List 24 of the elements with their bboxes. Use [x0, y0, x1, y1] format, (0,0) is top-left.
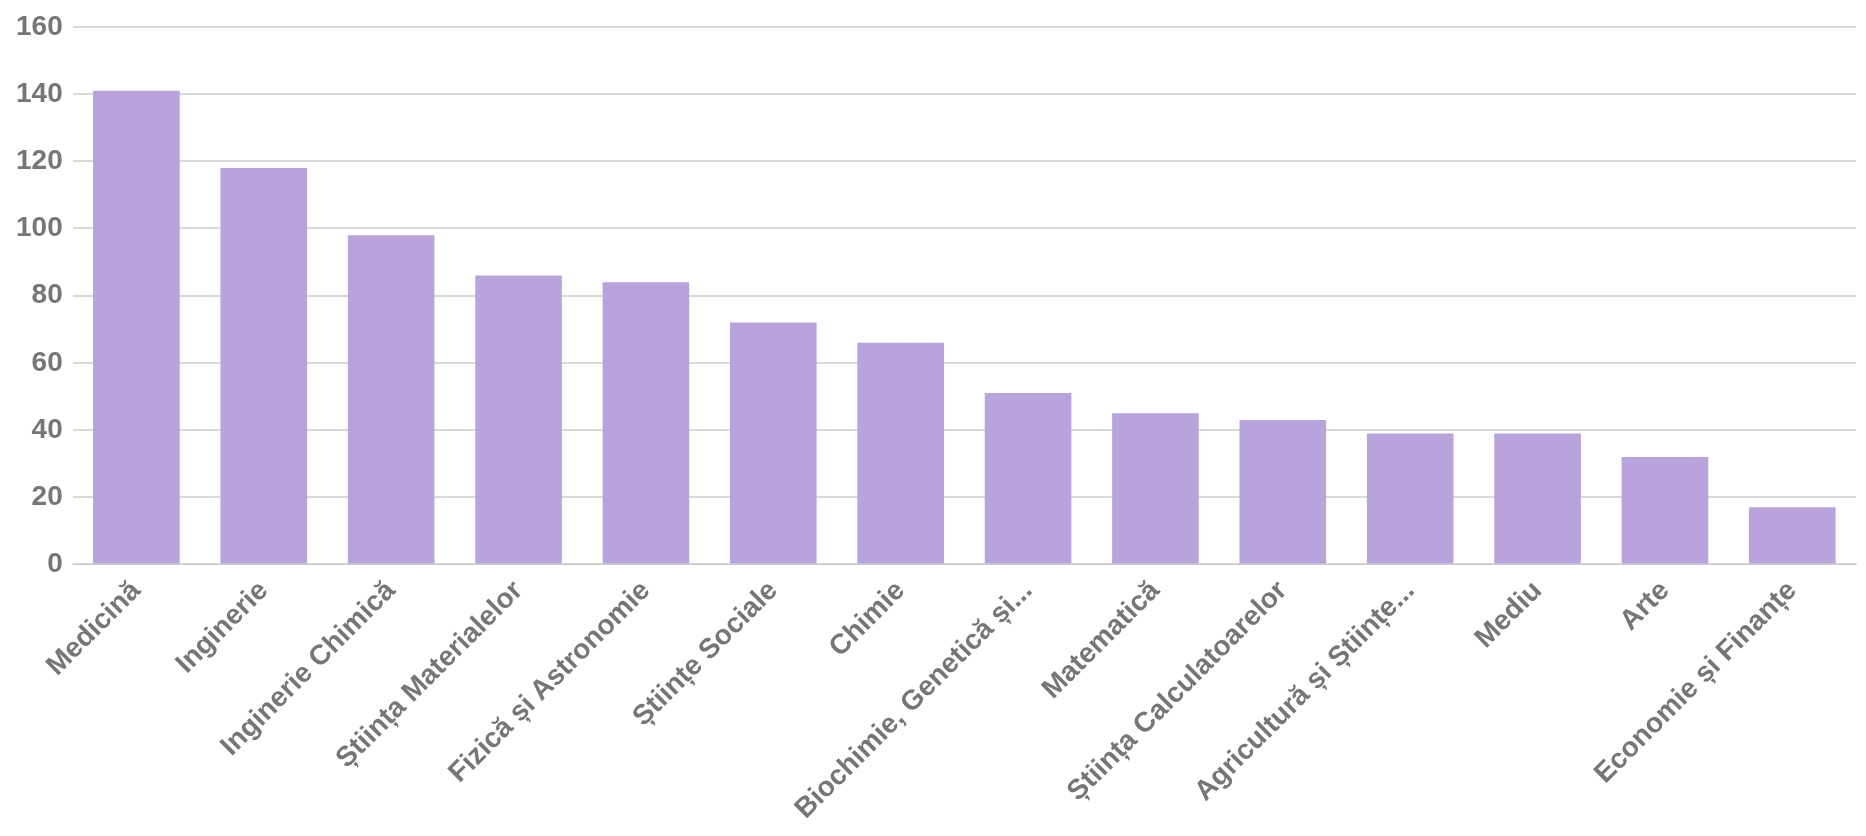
bar — [220, 167, 308, 564]
bar — [1366, 433, 1454, 564]
bar — [475, 275, 562, 564]
bar — [1621, 456, 1709, 564]
bar — [602, 282, 690, 564]
bar — [1112, 413, 1199, 564]
y-tick-label: 20 — [31, 479, 63, 511]
bar — [1749, 507, 1836, 564]
bar — [984, 393, 1072, 564]
y-tick-label: 60 — [31, 345, 63, 377]
y-tick-label: 100 — [16, 211, 63, 243]
bar — [347, 235, 435, 564]
bar — [1239, 419, 1327, 564]
x-tick-label: Arte — [1613, 574, 1675, 636]
y-tick-label: 40 — [31, 412, 63, 444]
y-tick-label: 160 — [16, 9, 63, 41]
y-tick-label: 140 — [16, 76, 63, 108]
bar — [729, 322, 817, 564]
bar — [857, 342, 944, 564]
y-tick-label: 120 — [16, 143, 63, 175]
y-tick-label: 0 — [47, 547, 63, 579]
y-tick-label: 80 — [31, 278, 63, 310]
bar — [1494, 433, 1581, 564]
bar — [93, 90, 180, 564]
